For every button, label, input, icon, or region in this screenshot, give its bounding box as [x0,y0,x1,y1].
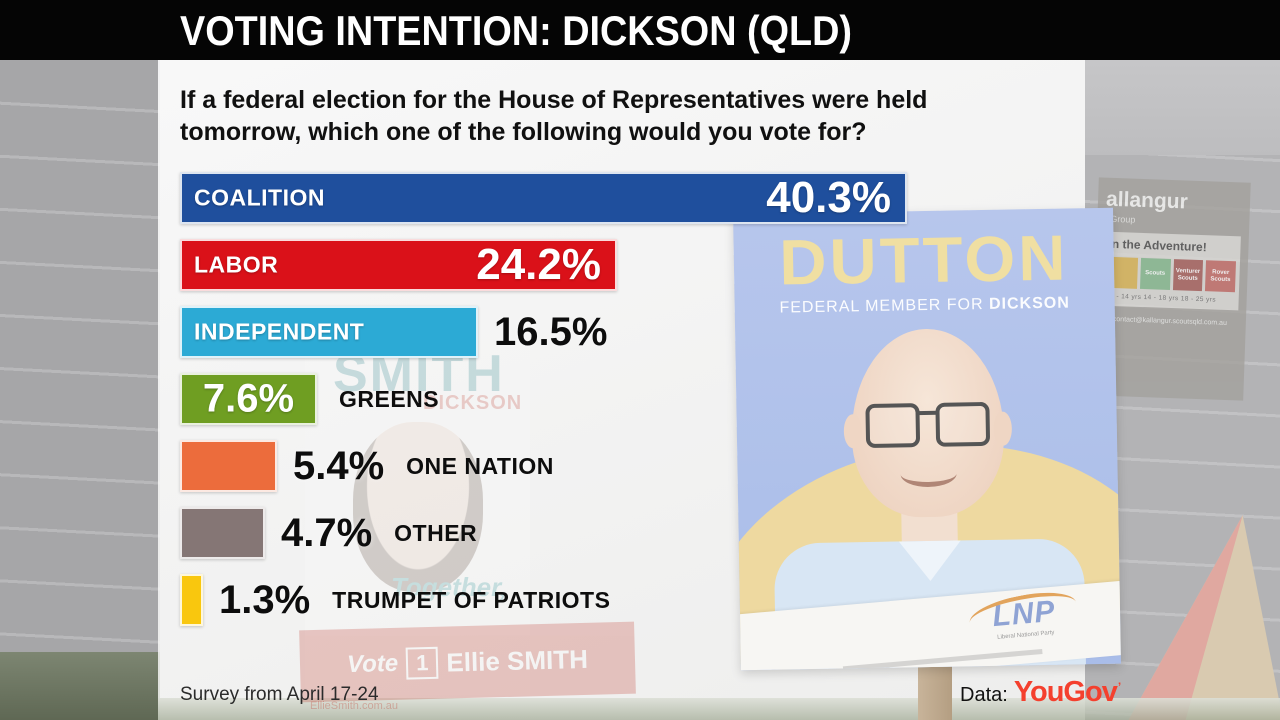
smith-vote-word: Vote [346,649,399,679]
yougov-logo: YouGov [1013,676,1118,708]
bar-value: 5.4% [293,443,385,488]
house-siding-left [0,60,160,720]
smith-poster-url: EllieSmith.com.au [310,700,399,712]
bar-trumpet-of-patriots [180,574,203,626]
bar-label: INDEPENDENT [194,318,365,345]
scout-square: Rover Scouts [1205,260,1237,293]
scout-sign-band: in the Adventure! Scouts Venturer Scouts… [1102,231,1241,311]
scout-square: Venturer Scouts [1172,259,1204,292]
bar-independent: INDEPENDENT [180,306,478,358]
bar-label: ONE NATION [406,452,554,479]
bar-one-nation [180,440,277,492]
scout-sign-subtitle: t Group [1105,213,1136,225]
chart-row: INDEPENDENT 16.5% [180,306,1080,358]
bar-value: 4.7% [281,510,373,555]
bar-value: 24.2% [476,240,601,289]
smith-vote-number: 1 [405,646,439,680]
smith-candidate-name: Ellie SMITH [445,643,589,678]
chart-row: 7.6% GREENS [180,373,1080,425]
data-source: Data: YouGov ’ [960,676,1121,709]
grass-strip [158,698,1280,720]
chart-row: 4.7% OTHER [180,507,1080,559]
smith-poster-seat: DICKSON [423,392,523,414]
bar-label: GREENS [339,385,440,412]
bar-chart: COALITION 40.3% LABOR 24.2% INDEPENDENT … [180,172,1080,641]
chart-row: COALITION 40.3% [180,172,1080,224]
poll-question: If a federal election for the House of R… [180,86,928,146]
title-bar: VOTING INTENTION: DICKSON (QLD) [0,0,1280,60]
data-source-label: Data: [960,684,1008,706]
bar-coalition: COALITION 40.3% [180,172,907,224]
bushes-left [0,652,160,720]
bar-value: 7.6% [202,376,295,421]
scout-square: Scouts [1139,257,1171,290]
bar-greens: 7.6% [180,373,317,425]
bar-label: COALITION [194,184,325,211]
scout-sign-ages: 11 - 14 yrs 14 - 18 yrs 18 - 25 yrs [1106,292,1217,304]
yougov-logo-mark: ’ [1117,680,1122,694]
bar-value: 1.3% [219,577,311,622]
scout-sign-banner: in the Adventure! [1108,236,1207,255]
page-title: VOTING INTENTION: DICKSON (QLD) [180,7,852,54]
scout-sign-contact: contact@kallangur.scoutsqld.com.au [1112,315,1228,327]
scout-sign-squares: Scouts Venturer Scouts Rover Scouts [1107,256,1237,293]
sign-post [918,658,952,720]
smith-campaign-poster: SMITH DICKSON Together, [305,330,530,695]
bar-label: LABOR [194,251,279,278]
bar-labor: LABOR 24.2% [180,239,617,291]
survey-note: Survey from April 17-24 [180,684,379,705]
scout-sign-title: allangur [1105,187,1189,214]
bar-label: TRUMPET OF PATRIOTS [332,586,611,613]
bar-value: 40.3% [766,173,891,222]
chart-row: LABOR 24.2% [180,239,1080,291]
bar-other [180,507,265,559]
smith-poster-portrait [353,422,483,592]
chart-row: 1.3% TRUMPET OF PATRIOTS [180,574,1080,626]
wall-top-right [1085,60,1280,155]
smith-poster-slogan: Together, [391,572,508,602]
bar-label: OTHER [394,519,478,546]
chart-row: 5.4% ONE NATION [180,440,1080,492]
bar-value: 16.5% [494,309,608,354]
